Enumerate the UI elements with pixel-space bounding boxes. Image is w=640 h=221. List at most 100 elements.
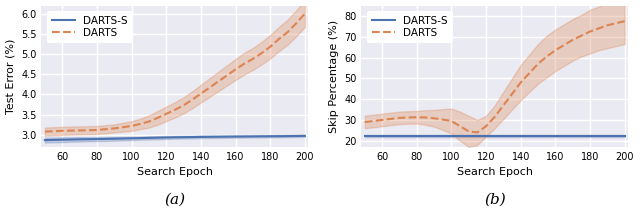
Legend: DARTS-S, DARTS: DARTS-S, DARTS: [367, 11, 452, 43]
DARTS: [128, 125, 136, 127]
DARTS-S: [447, 135, 455, 137]
DARTS-S: [266, 135, 274, 137]
DARTS: [284, 31, 291, 34]
DARTS: [456, 125, 464, 128]
DARTS: [223, 74, 230, 77]
DARTS-S: [50, 139, 58, 141]
DARTS: [447, 120, 455, 122]
DARTS-S: [456, 135, 464, 137]
DARTS-S: [604, 135, 611, 137]
DARTS-S: [387, 135, 395, 137]
X-axis label: Search Epoch: Search Epoch: [457, 167, 532, 177]
DARTS-S: [284, 135, 291, 137]
DARTS-S: [534, 135, 542, 137]
DARTS: [378, 119, 386, 121]
DARTS: [422, 116, 429, 119]
Y-axis label: Skip Percentage (%): Skip Percentage (%): [328, 20, 339, 133]
DARTS-S: [500, 135, 508, 137]
DARTS-S: [569, 135, 577, 137]
X-axis label: Search Epoch: Search Epoch: [137, 167, 213, 177]
DARTS-S: [369, 135, 377, 137]
DARTS: [197, 92, 205, 95]
DARTS: [525, 72, 533, 74]
DARTS-S: [560, 135, 568, 137]
DARTS: [50, 130, 58, 133]
DARTS: [180, 104, 188, 107]
DARTS: [266, 46, 274, 48]
DARTS: [275, 38, 283, 40]
DARTS: [361, 121, 369, 123]
DARTS-S: [404, 135, 412, 137]
DARTS-S: [577, 135, 585, 137]
DARTS-S: [422, 135, 429, 137]
DARTS: [508, 93, 516, 95]
DARTS: [465, 130, 472, 133]
DARTS: [569, 38, 577, 41]
DARTS: [387, 118, 395, 120]
DARTS-S: [465, 135, 472, 137]
DARTS-S: [67, 138, 75, 141]
DARTS: [232, 68, 239, 71]
DARTS-S: [102, 138, 109, 140]
DARTS-S: [517, 135, 525, 137]
DARTS-S: [136, 137, 144, 139]
DARTS: [404, 116, 412, 119]
DARTS: [154, 116, 161, 119]
DARTS-S: [396, 135, 403, 137]
DARTS: [369, 120, 377, 122]
DARTS-S: [249, 135, 257, 138]
DARTS: [292, 22, 300, 25]
DARTS: [84, 129, 92, 131]
DARTS-S: [111, 137, 118, 140]
DARTS-S: [258, 135, 266, 138]
DARTS: [93, 129, 100, 131]
DARTS: [241, 62, 248, 65]
DARTS: [612, 22, 620, 25]
DARTS-S: [76, 138, 83, 141]
DARTS: [301, 12, 308, 15]
DARTS-S: [413, 135, 420, 137]
DARTS-S: [543, 135, 550, 137]
DARTS: [188, 98, 196, 101]
DARTS-S: [378, 135, 386, 137]
DARTS-S: [128, 137, 136, 140]
DARTS-S: [301, 135, 308, 137]
DARTS-S: [232, 135, 239, 138]
DARTS: [543, 55, 550, 58]
DARTS: [577, 34, 585, 37]
DARTS: [621, 20, 628, 23]
DARTS: [214, 80, 222, 83]
DARTS-S: [525, 135, 533, 137]
DARTS-S: [508, 135, 516, 137]
Text: (b): (b): [484, 192, 506, 206]
DARTS-S: [180, 136, 188, 139]
DARTS: [482, 125, 490, 128]
DARTS: [534, 63, 542, 65]
DARTS: [474, 131, 481, 134]
DARTS-S: [482, 135, 490, 137]
DARTS: [171, 109, 179, 111]
DARTS: [413, 116, 420, 119]
DARTS: [500, 104, 508, 107]
DARTS: [258, 52, 266, 55]
DARTS-S: [214, 135, 222, 138]
DARTS-S: [145, 137, 153, 139]
DARTS-S: [474, 135, 481, 137]
DARTS-S: [163, 136, 170, 139]
DARTS-S: [223, 135, 230, 138]
DARTS: [552, 49, 559, 51]
DARTS: [439, 118, 447, 121]
DARTS-S: [205, 135, 213, 138]
DARTS-S: [188, 136, 196, 138]
DARTS: [41, 130, 49, 133]
DARTS-S: [621, 135, 628, 137]
DARTS-S: [58, 138, 66, 141]
DARTS-S: [586, 135, 594, 137]
DARTS: [102, 128, 109, 131]
Line: DARTS-S: DARTS-S: [45, 136, 305, 140]
DARTS-S: [41, 139, 49, 141]
DARTS: [163, 112, 170, 115]
DARTS: [430, 117, 438, 120]
DARTS-S: [552, 135, 559, 137]
DARTS: [111, 127, 118, 130]
